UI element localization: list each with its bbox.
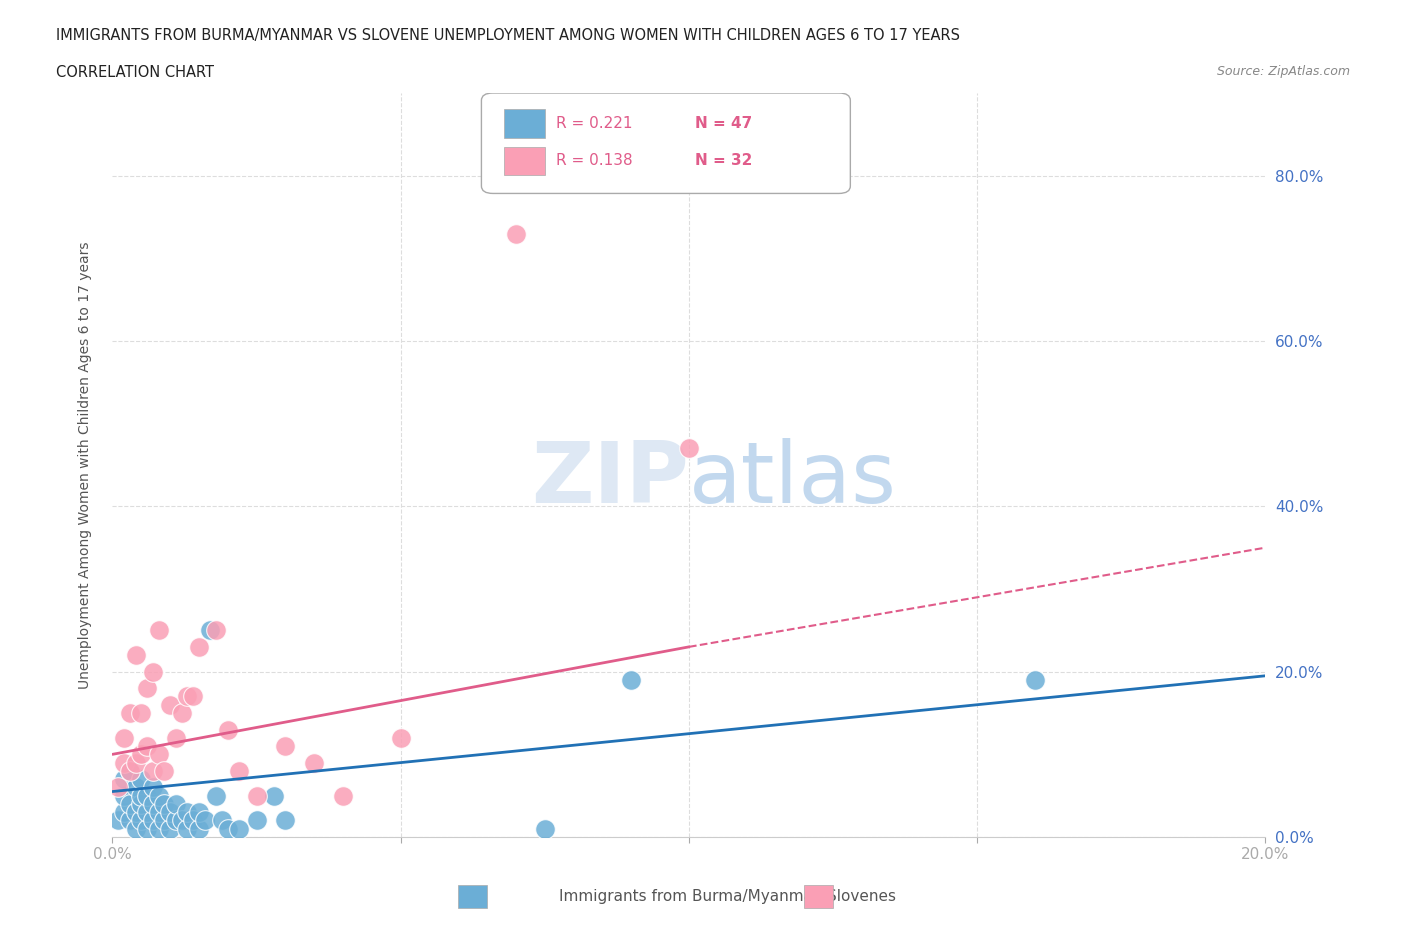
Point [245, 789, 267, 804]
Point [188, 821, 211, 836]
Point [148, 804, 170, 819]
Point [153, 796, 176, 811]
Point [148, 747, 170, 762]
Point [217, 722, 239, 737]
Point [181, 689, 204, 704]
Point [129, 706, 153, 721]
Text: CORRELATION CHART: CORRELATION CHART [56, 65, 214, 80]
Point [274, 738, 297, 753]
Point [112, 730, 135, 745]
Point [620, 672, 643, 687]
Text: R = 0.138: R = 0.138 [557, 153, 633, 168]
Point [118, 764, 141, 778]
Point [188, 804, 211, 819]
Point [228, 764, 250, 778]
Text: Source: ZipAtlas.com: Source: ZipAtlas.com [1216, 65, 1350, 78]
Point [118, 764, 141, 778]
Y-axis label: Unemployment Among Women with Children Ages 6 to 17 years: Unemployment Among Women with Children A… [77, 241, 91, 689]
Bar [804, 885, 832, 908]
Point [136, 821, 159, 836]
Point [112, 789, 135, 804]
Point [112, 772, 135, 787]
Point [124, 821, 146, 836]
Point [129, 813, 153, 828]
Point [181, 813, 204, 828]
Point [211, 813, 233, 828]
Point [170, 813, 193, 828]
Point [678, 441, 700, 456]
Text: Slovenes: Slovenes [827, 889, 896, 904]
Point [107, 813, 129, 828]
Text: ZIP: ZIP [531, 438, 689, 522]
Point [505, 226, 527, 241]
Text: atlas: atlas [689, 438, 897, 522]
Point [107, 780, 129, 795]
Bar [505, 147, 544, 175]
Text: N = 32: N = 32 [695, 153, 752, 168]
Point [136, 804, 159, 819]
Point [194, 813, 217, 828]
Point [153, 813, 176, 828]
Point [124, 804, 146, 819]
Point [142, 764, 165, 778]
Point [205, 623, 228, 638]
Point [176, 804, 198, 819]
Point [142, 664, 165, 679]
Point [533, 821, 555, 836]
Point [165, 730, 187, 745]
Point [142, 813, 165, 828]
Text: IMMIGRANTS FROM BURMA/MYANMAR VS SLOVENE UNEMPLOYMENT AMONG WOMEN WITH CHILDREN : IMMIGRANTS FROM BURMA/MYANMAR VS SLOVENE… [56, 28, 960, 43]
Point [148, 821, 170, 836]
Point [205, 789, 228, 804]
Point [228, 821, 250, 836]
Point [136, 681, 159, 696]
Point [217, 821, 239, 836]
Point [124, 780, 146, 795]
Point [129, 772, 153, 787]
Point [263, 789, 285, 804]
Point [188, 640, 211, 655]
Point [176, 689, 198, 704]
Text: R = 0.221: R = 0.221 [557, 116, 633, 131]
Point [112, 804, 135, 819]
Point [389, 730, 412, 745]
Point [129, 796, 153, 811]
Point [159, 821, 181, 836]
Text: Immigrants from Burma/Myanmar: Immigrants from Burma/Myanmar [558, 889, 820, 904]
Point [129, 789, 153, 804]
Point [176, 821, 198, 836]
Point [159, 804, 181, 819]
Point [124, 755, 146, 770]
Point [118, 796, 141, 811]
Point [274, 813, 297, 828]
Point [148, 623, 170, 638]
Point [118, 813, 141, 828]
Point [165, 796, 187, 811]
Point [118, 706, 141, 721]
Point [200, 623, 222, 638]
Point [332, 789, 354, 804]
Bar [505, 110, 544, 138]
Point [159, 698, 181, 712]
Point [124, 647, 146, 662]
Point [148, 789, 170, 804]
Point [136, 738, 159, 753]
Point [165, 813, 187, 828]
Point [142, 796, 165, 811]
FancyBboxPatch shape [481, 93, 851, 193]
Text: N = 47: N = 47 [695, 116, 752, 131]
Point [245, 813, 267, 828]
Point [170, 706, 193, 721]
Point [129, 747, 153, 762]
Point [142, 780, 165, 795]
Point [112, 755, 135, 770]
Point [1024, 672, 1046, 687]
Point [304, 755, 326, 770]
Point [136, 789, 159, 804]
Bar [458, 885, 486, 908]
Point [153, 764, 176, 778]
